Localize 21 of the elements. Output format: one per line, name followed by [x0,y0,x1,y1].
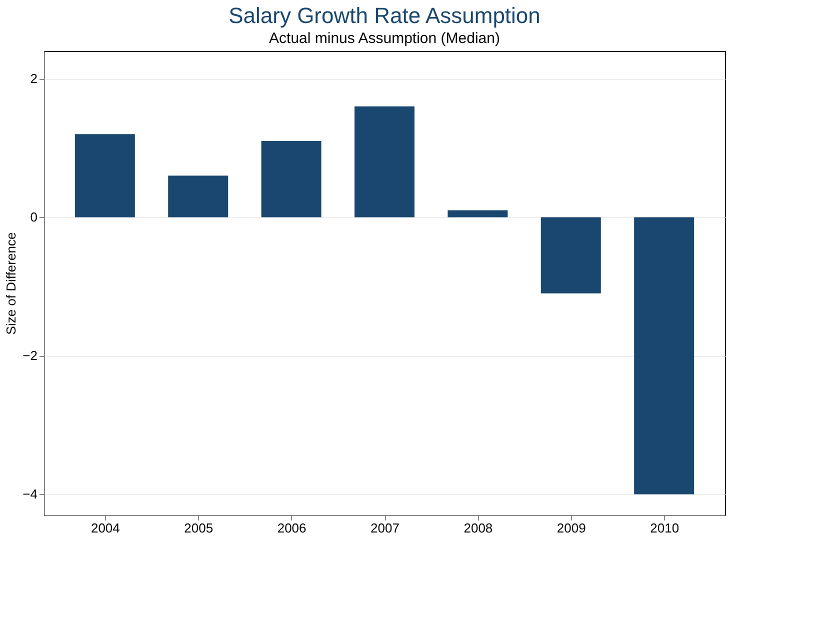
y-tick-label: 2 [30,71,38,86]
x-tick-label: 2007 [370,520,400,536]
x-tick-label: 2010 [650,520,680,536]
bar [74,134,135,218]
x-tick-label: 2004 [90,520,120,536]
x-tick-label: 2008 [464,520,493,536]
y-axis-title: Size of Difference [4,232,19,335]
bar [634,217,694,494]
y-tick-label: −4 [22,486,38,502]
y-tick-label: −2 [22,348,38,364]
y-tick-label: 0 [30,210,38,225]
x-tick-label: 2006 [277,520,306,536]
bar [261,141,322,218]
bar [540,217,601,294]
chart-title: Salary Growth Rate Assumption [228,3,540,28]
x-tick-label: 2009 [556,520,586,536]
chart-subtitle: Actual minus Assumption (Median) [269,30,500,47]
bar [354,106,414,218]
x-tick-label: 2005 [184,520,214,536]
bar [168,176,228,218]
bar [448,210,508,218]
